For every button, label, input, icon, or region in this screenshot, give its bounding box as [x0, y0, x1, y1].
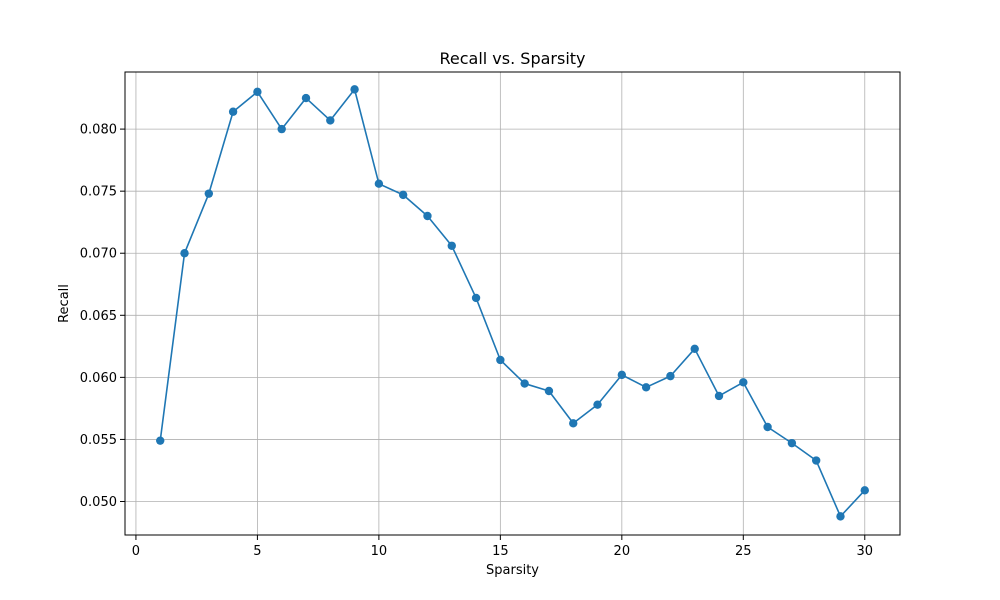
- data-point: [690, 344, 699, 354]
- data-point: [447, 241, 456, 250]
- data-point: [666, 371, 675, 381]
- data-point: [301, 93, 311, 103]
- grid-lines: [125, 72, 900, 535]
- axis-ticks: 0 5 10 15 20 25 30 0.050 0.055 0.060 0.065 0.070 0.0…: [80, 123, 873, 559]
- y-tick-label: 0.055: [80, 433, 117, 448]
- data-point: [471, 293, 481, 303]
- plot-area: [124, 71, 901, 536]
- data-point: [326, 116, 335, 125]
- data-point: [617, 370, 627, 380]
- data-point: [253, 87, 262, 97]
- x-axis-label: Sparsity: [486, 563, 539, 578]
- data-point: [374, 179, 384, 188]
- data-point: [544, 386, 554, 396]
- x-tick-label: 0: [132, 544, 140, 559]
- data-point: [496, 355, 505, 365]
- data-point: [860, 486, 869, 495]
- x-tick-label: 5: [253, 544, 261, 559]
- data-point: [763, 422, 772, 432]
- data-point: [277, 124, 286, 134]
- y-tick-label: 0.070: [80, 247, 117, 262]
- data-point: [787, 438, 797, 448]
- data-point: [569, 419, 578, 428]
- data-point: [423, 211, 432, 221]
- x-tick-label: 15: [492, 544, 509, 559]
- y-tick-label: 0.060: [80, 371, 117, 386]
- data-point: [204, 189, 214, 198]
- y-tick-label: 0.080: [80, 123, 117, 138]
- data-point: [714, 391, 724, 401]
- data-point: [836, 512, 845, 521]
- data-point: [641, 383, 651, 392]
- data-point: [811, 456, 821, 465]
- x-tick-label: 10: [371, 544, 388, 559]
- series: [156, 85, 869, 521]
- data-point: [228, 107, 238, 116]
- x-tick-label: 30: [856, 544, 873, 559]
- x-tick-label: 25: [735, 544, 752, 559]
- x-tick-label: 20: [614, 544, 631, 559]
- chart-title: Recall vs. Sparsity: [439, 49, 585, 68]
- y-tick-label: 0.050: [80, 495, 117, 510]
- y-axis-label: Recall: [57, 284, 72, 323]
- data-point: [350, 85, 359, 94]
- data-point: [593, 400, 602, 409]
- series-line: [159, 88, 866, 518]
- y-tick-label: 0.075: [80, 185, 117, 200]
- data-point: [156, 436, 165, 445]
- y-tick-label: 0.065: [80, 309, 117, 324]
- data-point: [398, 190, 408, 200]
- data-point: [739, 378, 748, 387]
- data-point: [180, 249, 189, 258]
- data-point: [520, 379, 529, 388]
